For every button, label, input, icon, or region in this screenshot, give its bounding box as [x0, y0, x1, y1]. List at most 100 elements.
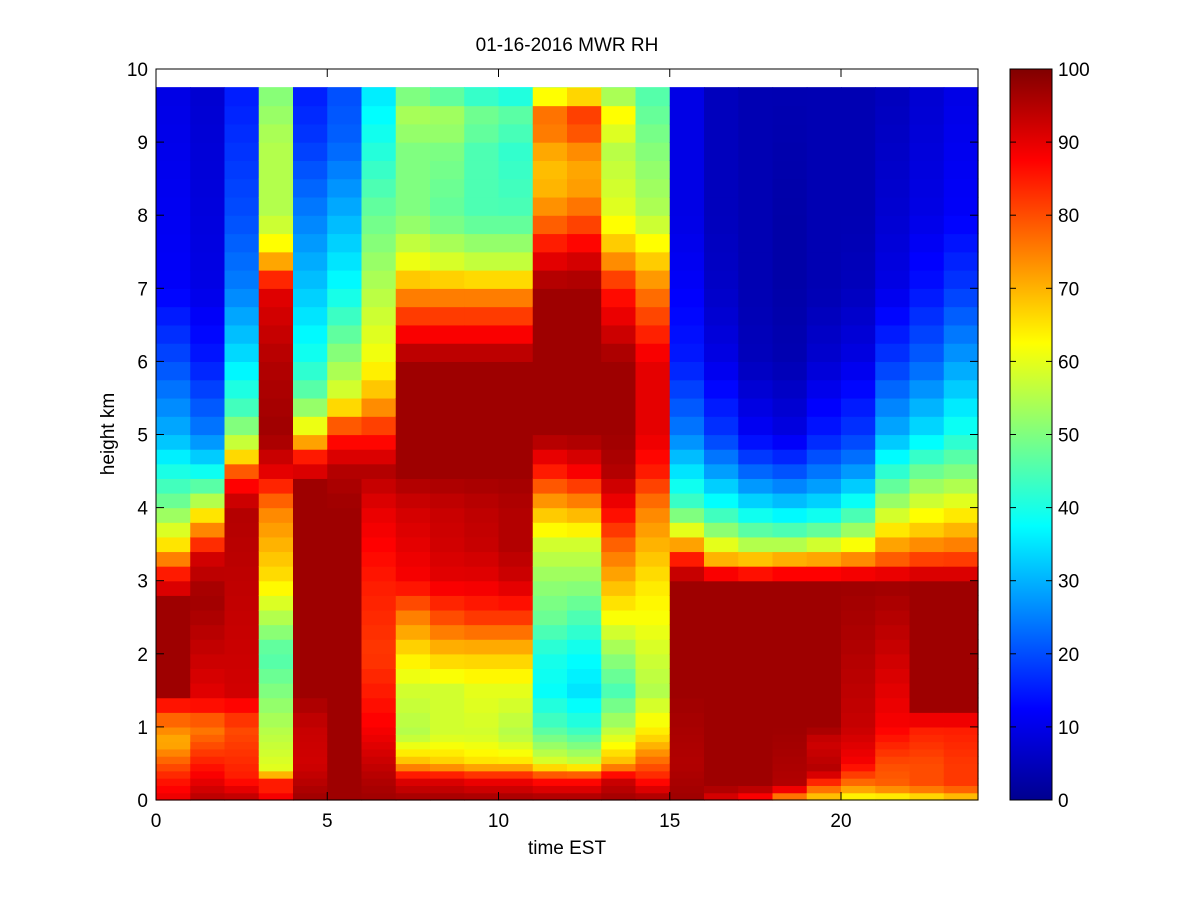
heatmap-cell	[943, 668, 979, 684]
heatmap-cell	[875, 756, 911, 765]
heatmap-cell	[669, 478, 705, 494]
heatmap-cell	[704, 522, 739, 538]
heatmap-cell	[806, 105, 842, 125]
heatmap-cell	[772, 785, 808, 794]
heatmap-cell	[293, 734, 328, 743]
heatmap-cell	[532, 105, 568, 125]
y-tick-label: 9	[137, 133, 148, 154]
heatmap-cell	[361, 196, 397, 216]
heatmap-cell	[875, 379, 911, 399]
heatmap-cell	[156, 756, 191, 765]
heatmap-cell	[669, 536, 705, 553]
heatmap-cell	[430, 770, 465, 779]
heatmap-cell	[704, 324, 739, 344]
heatmap-cell	[738, 668, 774, 684]
heatmap-cell	[841, 639, 876, 655]
heatmap-cell	[909, 653, 945, 670]
heatmap-cell	[532, 741, 568, 750]
heatmap-cell	[395, 507, 431, 523]
heatmap-cell	[601, 215, 637, 235]
heatmap-cell	[909, 697, 945, 713]
y-tick-label: 7	[137, 279, 148, 300]
heatmap-cell	[738, 492, 774, 509]
heatmap-cell	[772, 566, 808, 582]
heatmap-cell	[635, 522, 671, 538]
heatmap-cell	[909, 215, 945, 235]
heatmap-cell	[567, 105, 602, 125]
heatmap-cell	[909, 639, 945, 655]
heatmap-cell	[327, 361, 363, 381]
heatmap-cell	[669, 741, 705, 750]
heatmap-cell	[430, 463, 465, 479]
heatmap-cell	[293, 434, 328, 450]
heatmap-cell	[190, 741, 226, 750]
heatmap-cell	[943, 178, 979, 198]
heatmap-cell	[361, 324, 397, 344]
heatmap-cell	[875, 507, 911, 523]
heatmap-cell	[772, 196, 808, 216]
heatmap-cell	[772, 233, 808, 253]
heatmap-cell	[806, 361, 842, 381]
heatmap-cell	[224, 434, 260, 450]
heatmap-cell	[224, 712, 260, 728]
heatmap-cell	[464, 196, 500, 216]
heatmap-cell	[190, 785, 226, 794]
heatmap-cell	[430, 196, 465, 216]
heatmap-cell	[738, 87, 774, 107]
heatmap-cell	[430, 178, 465, 198]
heatmap-cell	[704, 536, 739, 553]
heatmap-cell	[224, 792, 260, 801]
heatmap-cell	[841, 726, 876, 735]
heatmap-cell	[875, 324, 911, 344]
heatmap-cell	[464, 763, 500, 772]
heatmap-cell	[327, 492, 363, 509]
heatmap-cell	[190, 507, 226, 523]
heatmap-cell	[738, 361, 774, 381]
heatmap-cell	[293, 770, 328, 779]
heatmap-cell	[327, 756, 363, 765]
heatmap-cell	[909, 449, 945, 465]
heatmap-cell	[430, 697, 465, 713]
heatmap-cell	[635, 748, 671, 757]
heatmap-cell	[293, 741, 328, 750]
heatmap-cell	[498, 416, 534, 436]
heatmap-cell	[875, 416, 911, 436]
heatmap-cell	[293, 778, 328, 786]
heatmap-cell	[361, 726, 397, 735]
heatmap-cell	[430, 536, 465, 553]
colorbar-tick-label: 50	[1058, 426, 1079, 447]
heatmap-cell	[601, 770, 637, 779]
heatmap-cell	[498, 551, 534, 567]
heatmap-cell	[704, 734, 739, 743]
heatmap-cell	[293, 748, 328, 757]
heatmap-cell	[841, 697, 876, 713]
heatmap-cell	[361, 734, 397, 743]
heatmap-cell	[430, 741, 465, 750]
heatmap-cell	[430, 624, 465, 640]
heatmap-cell	[601, 343, 637, 363]
heatmap-cell	[567, 734, 602, 743]
heatmap-cell	[532, 668, 568, 684]
heatmap-cell	[464, 449, 500, 465]
heatmap-cell	[327, 288, 363, 308]
heatmap-cell	[567, 639, 602, 655]
heatmap-cell	[361, 215, 397, 235]
heatmap-cell	[738, 397, 774, 417]
heatmap-cell	[361, 748, 397, 757]
heatmap-cell	[430, 551, 465, 567]
heatmap-cell	[361, 778, 397, 786]
heatmap-cell	[669, 463, 705, 479]
heatmap-cell	[156, 792, 191, 801]
heatmap-cell	[190, 478, 226, 494]
heatmap-cell	[327, 770, 363, 779]
heatmap-cell	[395, 434, 431, 450]
heatmap-cell	[704, 668, 739, 684]
heatmap-cell	[635, 639, 671, 655]
heatmap-cell	[601, 536, 637, 553]
heatmap-cell	[567, 536, 602, 553]
heatmap-cell	[395, 123, 431, 143]
heatmap-cell	[395, 763, 431, 772]
heatmap-cell	[224, 196, 260, 216]
heatmap-cell	[601, 416, 637, 436]
heatmap-cell	[875, 741, 911, 750]
